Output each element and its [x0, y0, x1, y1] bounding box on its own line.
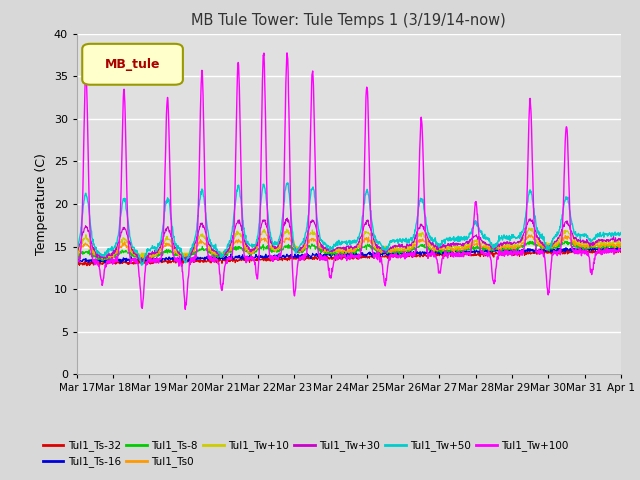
Title: MB Tule Tower: Tule Temps 1 (3/19/14-now): MB Tule Tower: Tule Temps 1 (3/19/14-now…: [191, 13, 506, 28]
Text: MB_tule: MB_tule: [105, 58, 161, 71]
FancyBboxPatch shape: [82, 44, 183, 84]
Y-axis label: Temperature (C): Temperature (C): [35, 153, 48, 255]
Legend: Tul1_Ts-32, Tul1_Ts-16, Tul1_Ts-8, Tul1_Ts0, Tul1_Tw+10, Tul1_Tw+30, Tul1_Tw+50,: Tul1_Ts-32, Tul1_Ts-16, Tul1_Ts-8, Tul1_…: [38, 436, 573, 471]
